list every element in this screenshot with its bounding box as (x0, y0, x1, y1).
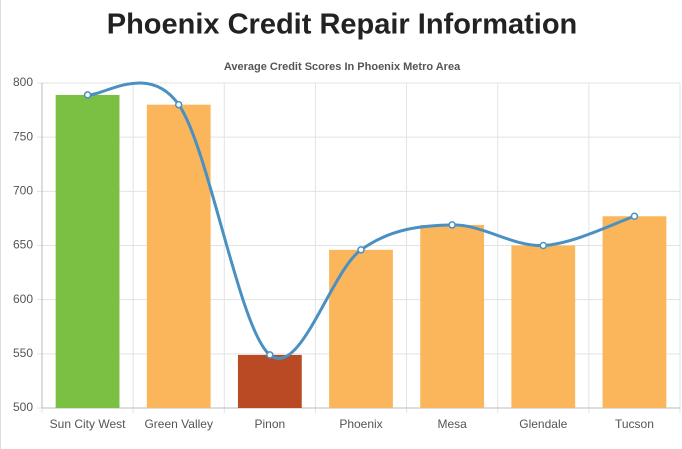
line-point (174, 100, 183, 109)
y-tick-label: 800 (13, 75, 33, 89)
bar (602, 216, 667, 408)
chart-subtitle: Average Credit Scores In Phoenix Metro A… (224, 61, 461, 73)
y-tick-label: 600 (13, 292, 33, 306)
x-tick-label: Tucson (615, 417, 654, 431)
line-point (357, 246, 365, 254)
bar (329, 249, 393, 408)
line-point (83, 91, 92, 99)
bar (55, 94, 120, 409)
x-tick-label: Sun City West (50, 417, 126, 431)
x-tick-label: Green Valley (144, 417, 212, 431)
x-tick-label: Glendale (519, 417, 567, 431)
bar (237, 354, 302, 408)
x-tick-label: Mesa (437, 417, 467, 431)
y-tick-label: 650 (13, 238, 33, 252)
line-point (539, 241, 548, 250)
line-point (448, 221, 456, 229)
y-tick-label: 750 (13, 129, 33, 143)
x-tick-label: Pinon (255, 417, 286, 431)
line-point (630, 212, 639, 220)
y-tick-label: 500 (13, 400, 33, 414)
line-point (266, 351, 274, 359)
bar (511, 245, 576, 408)
chart-title: Phoenix Credit Repair Information (107, 9, 578, 41)
bar (146, 104, 211, 409)
bar (420, 224, 485, 408)
y-tick-label: 700 (13, 184, 33, 198)
y-tick-label: 550 (13, 346, 33, 360)
x-tick-label: Phoenix (339, 417, 382, 431)
